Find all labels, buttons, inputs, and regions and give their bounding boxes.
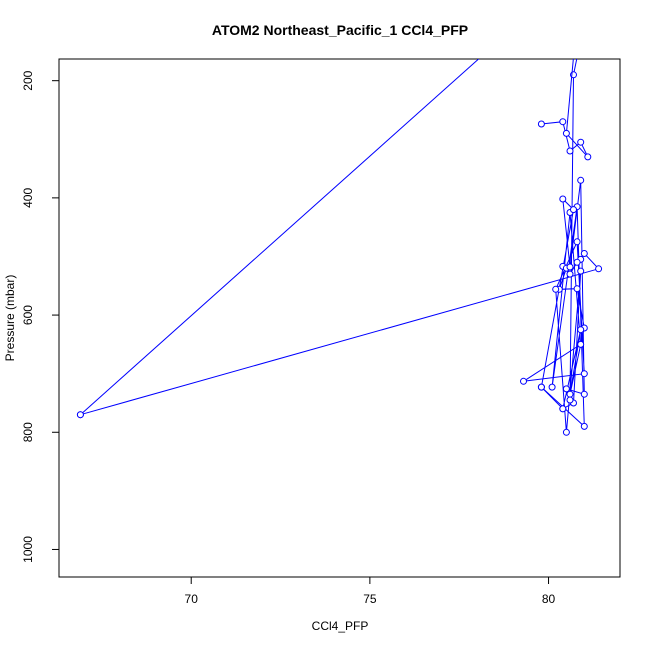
series-line (80, 59, 480, 416)
x-tick-label: 75 (363, 592, 377, 606)
x-tick-label: 80 (542, 592, 556, 606)
data-point (562, 385, 570, 393)
x-tick-label: 70 (185, 592, 199, 606)
y-axis: 200 400 600 800 1000 (21, 70, 59, 563)
y-tick-label: 1000 (21, 536, 35, 563)
data-point (573, 258, 581, 266)
data-point (566, 390, 574, 398)
data-point (537, 383, 545, 391)
data-point (520, 377, 527, 385)
data-point (577, 138, 585, 146)
data-point (562, 428, 570, 436)
data-point (548, 383, 556, 391)
y-tick-label: 400 (21, 188, 35, 208)
data-point (577, 267, 585, 275)
chart-title: ATOM2 Northeast_Pacific_1 CCl4_PFP (212, 22, 468, 38)
data-point (580, 250, 588, 257)
data-point (559, 405, 567, 413)
data-point (566, 263, 574, 271)
data-point (570, 206, 577, 214)
y-tick-label: 600 (21, 305, 35, 325)
y-tick-label: 800 (21, 422, 35, 442)
data-point (559, 118, 567, 126)
data-point (566, 147, 574, 155)
series-line (541, 386, 564, 410)
data-point (577, 340, 585, 348)
data-point (580, 370, 588, 378)
data-point (573, 285, 581, 293)
data-point (76, 411, 84, 419)
data-point (573, 238, 581, 246)
plot-frame (58, 58, 621, 578)
data-point (537, 120, 545, 128)
data-point (580, 390, 588, 398)
x-axis: 70 75 80 (185, 577, 556, 606)
data-point (577, 176, 585, 184)
data-point (580, 422, 588, 430)
x-axis-label: CCl4_PFP (312, 619, 369, 633)
data-point (584, 153, 592, 161)
series-line (80, 59, 600, 433)
data-point (552, 285, 560, 293)
series-layer (76, 59, 603, 436)
data-point (559, 195, 567, 203)
data-point (562, 129, 570, 137)
data-point (595, 265, 603, 273)
data-point (566, 270, 574, 278)
y-tick-label: 200 (21, 70, 35, 90)
series-line (541, 59, 589, 158)
y-axis-label: Pressure (mbar) (3, 275, 17, 362)
data-point (566, 396, 574, 404)
data-point (577, 326, 585, 334)
